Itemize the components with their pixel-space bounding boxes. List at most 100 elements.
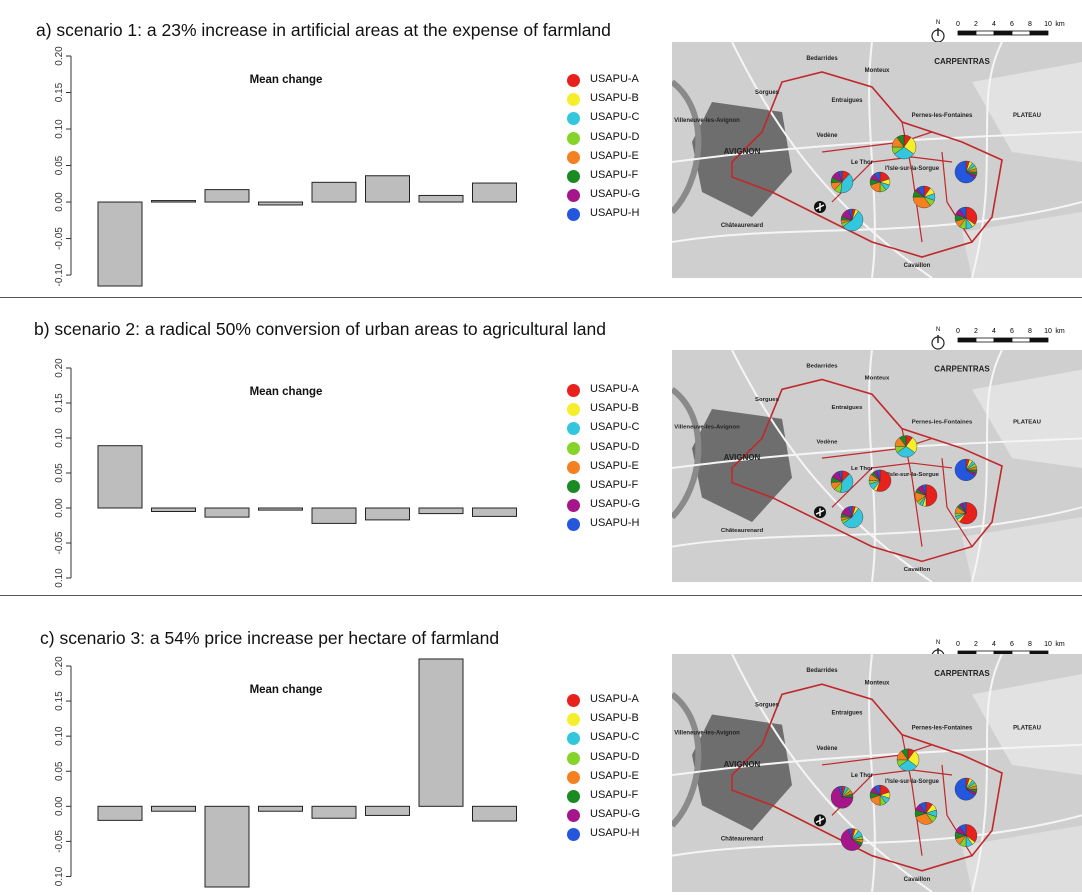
map-place-label: Villeneuve-les-Avignon	[674, 731, 740, 737]
map-place-label: Vedène	[817, 746, 839, 752]
legend-color-dot	[567, 770, 580, 784]
map-urban-area	[692, 102, 792, 217]
map-place-label: Cavaillon	[904, 877, 931, 883]
map-road	[672, 506, 1082, 548]
pie-slice	[838, 785, 843, 798]
map-place-label: Le Thor	[851, 773, 874, 779]
panel-title: b) scenario 2: a radical 50% conversion …	[34, 319, 606, 339]
map-pie-chart	[954, 458, 978, 481]
legend-item: USAPU-C	[567, 420, 667, 439]
pie-slice	[919, 802, 927, 814]
pie-slice	[876, 469, 881, 481]
legend-color-dot	[567, 131, 580, 145]
scale-tick-label: 8	[1028, 328, 1032, 335]
legend-item: USAPU-H	[567, 516, 667, 535]
legend-color-dot	[567, 93, 580, 107]
map-place-label: AVIGNON	[724, 760, 761, 769]
scale-tick-label: 0	[956, 641, 960, 648]
pie-slice	[848, 828, 853, 840]
scale-tick-label: 4	[992, 21, 996, 28]
legend-color-dot	[567, 809, 580, 823]
y-tick-label: -0.05	[54, 227, 65, 250]
y-tick-label: -0.05	[54, 830, 65, 853]
legend-color-dot	[567, 112, 580, 126]
bar-usapu-e	[311, 805, 357, 819]
pie-slice	[899, 435, 907, 447]
bar-usapu-d	[258, 201, 303, 206]
north-label: N	[936, 20, 940, 26]
map-place-label: PLATEAU	[1013, 726, 1041, 732]
legend-color-dot	[567, 713, 580, 727]
pie-slice	[901, 748, 909, 761]
y-tick-label: -0.10	[54, 263, 65, 286]
y-tick-label: 0.10	[54, 119, 65, 139]
legend-color-dot	[567, 828, 580, 842]
panel-separator	[0, 297, 1082, 298]
legend-item: USAPU-A	[567, 72, 667, 91]
scale-tick-label: 0	[956, 328, 960, 335]
pie-slice	[917, 185, 925, 198]
scale-segment	[1011, 337, 1031, 343]
unit-boundary	[831, 462, 953, 508]
scale-bar-graphic: N 0 2 4 6 8 10 km	[931, 327, 1065, 350]
map-urban-area	[692, 714, 792, 831]
map-place-label: PLATEAU	[1013, 420, 1041, 426]
scale-segment	[957, 337, 977, 343]
map-pie-chart	[954, 160, 978, 184]
scale-segment	[957, 30, 977, 36]
map-place-label: Monteux	[865, 68, 890, 74]
map-plateau-area	[972, 674, 1082, 776]
bar-usapu-h	[472, 507, 517, 517]
pie-slice	[954, 458, 976, 481]
legend-label: USAPU-H	[590, 207, 640, 220]
y-tick-label: 0.10	[54, 568, 65, 588]
map-place-label: Bedarrides	[806, 668, 838, 674]
map-place-label: Cavaillon	[904, 567, 931, 573]
legend: USAPU-A USAPU-B USAPU-C USAPU-D USAPU-E USAPU…	[567, 382, 667, 536]
y-tick-label: 0.20	[54, 656, 65, 676]
legend-color-dot	[567, 189, 580, 203]
y-tick-label: 0.15	[54, 82, 65, 102]
legend-item: USAPU-C	[567, 110, 667, 129]
panel-title: c) scenario 3: a 54% price increase per …	[40, 628, 500, 648]
legend-item: USAPU-F	[567, 168, 667, 187]
map-place-label: Châteaurenard	[721, 837, 764, 843]
chart-title: Mean change	[250, 74, 323, 86]
legend-item: USAPU-F	[567, 478, 667, 497]
pie-slice	[959, 502, 978, 525]
map-river	[672, 386, 702, 520]
map-place-label: l'Isle-sur-la-Sorgue	[885, 472, 940, 478]
panel-separator	[0, 595, 1082, 596]
map-place-label: Châteaurenard	[721, 528, 764, 534]
scale-tick-label: 6	[1010, 328, 1014, 335]
chart-title: Mean change	[250, 684, 323, 696]
y-tick-label: -0.05	[54, 531, 65, 554]
map-pie-chart	[914, 802, 938, 825]
panel-scenario-3: c) scenario 3: a 54% price increase per …	[0, 596, 1082, 895]
legend-color-dot	[567, 422, 580, 436]
pie-slice	[925, 484, 938, 507]
map-pie-chart	[954, 824, 978, 847]
legend-item: USAPU-D	[567, 130, 667, 149]
scale-segment	[975, 337, 995, 343]
bar-usapu-e	[311, 507, 357, 524]
map-place-label: Villeneuve-les-Avignon	[674, 118, 740, 124]
legend-color-dot	[567, 403, 580, 417]
scale-unit: km	[1055, 641, 1065, 648]
map-pie-chart	[840, 506, 864, 529]
scale-tick-label: 0	[956, 21, 960, 28]
study-area-boundary	[731, 378, 1003, 563]
legend-color-dot	[567, 789, 580, 803]
map-place-label: Cavaillon	[904, 263, 931, 269]
map-place-label: Monteux	[865, 680, 890, 686]
legend-color-dot	[567, 732, 580, 746]
legend-label: USAPU-D	[590, 750, 640, 763]
map-pie-chart	[912, 185, 936, 209]
map-pie-chart	[954, 206, 978, 230]
scale-bar: N 0 2 4 6 8 10 km	[930, 325, 1080, 355]
legend-label: USAPU-A	[590, 693, 639, 705]
map-place-label: CARPENTRAS	[934, 669, 990, 678]
map-place-label: Le Thor	[851, 466, 874, 472]
pie-slice	[830, 786, 854, 809]
legend-label: USAPU-F	[590, 788, 639, 801]
